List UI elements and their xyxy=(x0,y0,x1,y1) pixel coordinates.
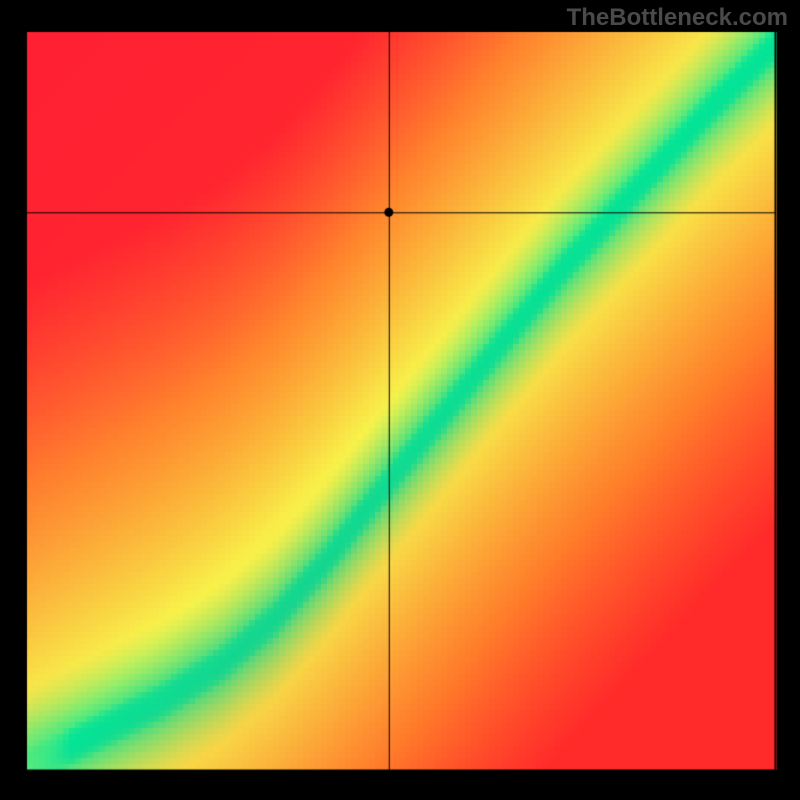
bottleneck-heatmap xyxy=(0,0,800,800)
watermark-text: TheBottleneck.com xyxy=(567,4,788,32)
chart-container: TheBottleneck.com xyxy=(0,0,800,800)
